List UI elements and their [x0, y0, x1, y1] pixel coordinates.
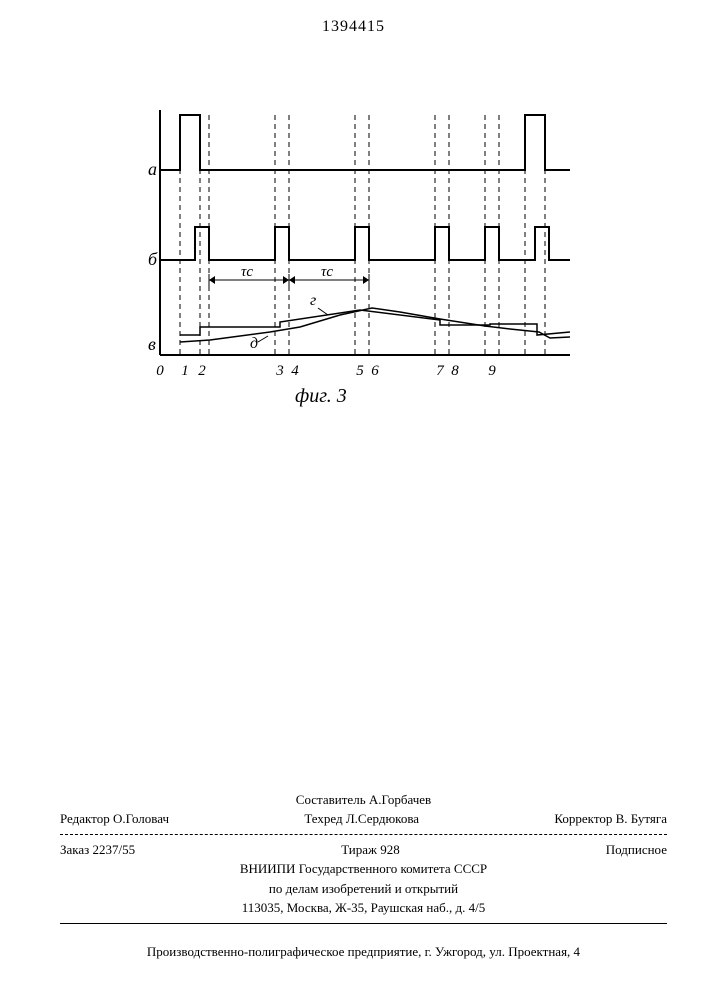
- footer-block: Составитель А.Горбачев Редактор О.Голова…: [60, 789, 667, 930]
- addr: 113035, Москва, Ж-35, Раушская наб., д. …: [60, 899, 667, 917]
- svg-text:а: а: [148, 159, 157, 179]
- svg-text:0: 0: [156, 363, 164, 379]
- printer: Производственно-полиграфическое предприя…: [60, 944, 667, 960]
- svg-text:τc: τc: [321, 264, 333, 280]
- svg-text:7: 7: [436, 363, 445, 379]
- svg-text:б: б: [148, 249, 158, 269]
- page: 1394415 а б τc τc в г д 0 12 34 56 78 9 фиг. 3 Соста…: [0, 0, 707, 1000]
- svg-text:9: 9: [488, 363, 496, 379]
- timing-diagram: а б τc τc в г д 0 12 34 56 78 9: [140, 90, 570, 410]
- svg-text:6: 6: [371, 363, 379, 379]
- svg-text:1: 1: [181, 363, 189, 379]
- svg-text:τc: τc: [241, 264, 253, 280]
- org2: по делам изобретений и открытий: [60, 880, 667, 898]
- figure-caption: фиг. 3: [295, 385, 347, 408]
- svg-text:в: в: [148, 334, 156, 354]
- sign: Подписное: [606, 841, 667, 859]
- svg-text:5: 5: [356, 363, 364, 379]
- corrector: Корректор В. Бутяга: [554, 810, 667, 828]
- tirazh: Тираж 928: [341, 841, 400, 859]
- tehred: Техред Л.Сердюкова: [304, 810, 419, 828]
- svg-text:4: 4: [291, 363, 299, 379]
- compiler: Составитель А.Горбачев: [60, 791, 667, 809]
- svg-text:г: г: [310, 292, 316, 309]
- svg-text:3: 3: [275, 363, 284, 379]
- svg-text:8: 8: [451, 363, 459, 379]
- org1: ВНИИПИ Государственного комитета СССР: [60, 860, 667, 878]
- patent-number: 1394415: [0, 18, 707, 36]
- order: Заказ 2237/55: [60, 841, 135, 859]
- editor: Редактор О.Головач: [60, 810, 169, 828]
- svg-text:2: 2: [198, 363, 206, 379]
- svg-text:д: д: [250, 335, 258, 352]
